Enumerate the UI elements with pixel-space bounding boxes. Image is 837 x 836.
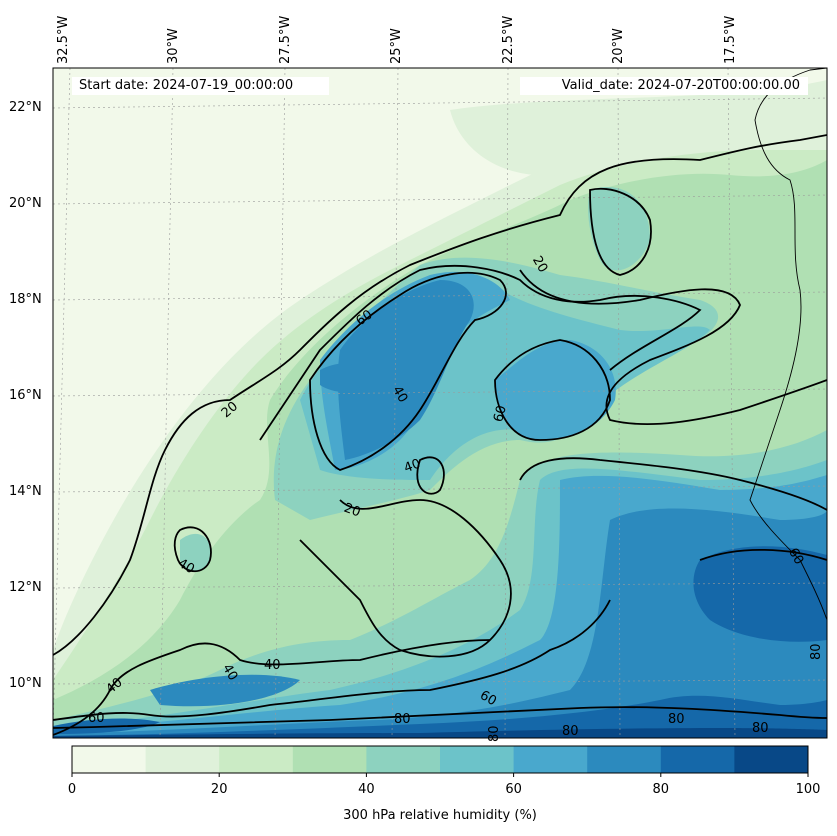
lat-label-16n: 16°N — [9, 388, 42, 403]
contour-label: 60 — [88, 711, 105, 726]
colorbar — [72, 746, 809, 773]
rh-fill-70-80-b — [320, 363, 365, 392]
lat-label-14n: 14°N — [9, 484, 42, 499]
colorbar-tick-label: 100 — [796, 782, 821, 797]
contour-label: 40 — [219, 662, 240, 684]
rh-fill-60-70-b — [495, 340, 616, 440]
contour-label: 60 — [477, 688, 499, 709]
contour-label: 40 — [389, 384, 410, 406]
rh-fill-40-50-d — [180, 533, 211, 572]
lat-label-20n: 20°N — [9, 196, 42, 211]
contour-40-c — [53, 639, 491, 736]
contour-40-e — [589, 187, 652, 276]
contour-label: 80 — [562, 724, 579, 739]
contour-label: 80 — [752, 721, 769, 736]
contour-label: 40 — [175, 556, 197, 577]
contour-labels: 20 60 40 60 20 40 40 20 40 40 40 60 60 8… — [88, 254, 824, 742]
lat-label-22n: 22°N — [9, 100, 42, 115]
contour-label: 60 — [491, 404, 510, 424]
lon-label-22-5w: 22.5°W — [501, 16, 516, 64]
contour-label: 40 — [402, 456, 423, 476]
contour-20 — [53, 134, 827, 656]
rh-fill-40-50-c — [588, 187, 650, 271]
colorbar-tick-label: 40 — [358, 782, 375, 797]
contour-60-c — [53, 599, 611, 721]
contour-label: 40 — [264, 658, 281, 673]
contour-label: 80 — [668, 712, 685, 727]
lat-label-10n: 10°N — [9, 676, 42, 691]
colorbar-ticks: 0 20 40 60 80 100 — [68, 773, 821, 797]
colorbar-frame — [71, 745, 809, 774]
lon-label-30w: 30°W — [166, 28, 181, 64]
rh-fill-80-90-b — [693, 546, 827, 642]
lat-label-18n: 18°N — [9, 292, 42, 307]
contour-40-d — [416, 456, 445, 495]
lat-label-12n: 12°N — [9, 580, 42, 595]
rh-fill-70-80 — [337, 280, 474, 460]
colorbar-swatch — [587, 746, 662, 773]
longitude-labels: 32.5°W 30°W 27.5°W 25°W 22.5°W 20°W 17.5… — [56, 16, 738, 64]
map-frame — [52, 67, 828, 739]
colorbar-tick-label: 0 — [68, 782, 76, 797]
rh-fill-90-100 — [53, 728, 827, 738]
rh-contours — [53, 134, 827, 736]
lon-label-32-5w: 32.5°W — [56, 16, 71, 64]
rh-fill-10-20-b — [450, 95, 760, 176]
contour-60-d — [519, 457, 827, 511]
colorbar-swatch — [145, 746, 220, 773]
contour-label: 80 — [487, 725, 502, 742]
contour-60 — [309, 271, 507, 471]
contour-label: 60 — [785, 546, 806, 568]
contour-label: 20 — [529, 254, 550, 276]
valid-date-label: Valid_date: 2024-07-20T00:00:00.00 — [520, 77, 808, 95]
start-date-label: Start date: 2024-07-19_00:00:00 — [72, 77, 329, 95]
africa-coastline — [749, 68, 827, 621]
contour-20-c — [299, 499, 512, 658]
lon-label-25w: 25°W — [389, 28, 404, 64]
colorbar-tick-label: 20 — [211, 782, 228, 797]
colorbar-tick-label: 80 — [653, 782, 670, 797]
colorbar-swatch — [292, 746, 367, 773]
colorbar-title: 300 hPa relative humidity (%) — [343, 808, 537, 823]
contour-80-b — [699, 548, 827, 561]
contour-80 — [53, 706, 827, 729]
colorbar-swatch — [72, 746, 147, 773]
map-gridlines — [53, 68, 827, 738]
contour-label: 80 — [809, 643, 824, 660]
lon-label-20w: 20°W — [611, 28, 626, 64]
latitude-labels: 22°N 20°N 18°N 16°N 14°N 12°N 10°N — [9, 100, 42, 691]
lon-label-17-5w: 17.5°W — [723, 16, 738, 64]
colorbar-swatch — [440, 746, 515, 773]
colorbar-swatch — [734, 746, 809, 773]
colorbar-swatch — [660, 746, 735, 773]
contour-40 — [259, 264, 702, 441]
lon-label-27-5w: 27.5°W — [278, 16, 293, 64]
colorbar-swatch — [513, 746, 588, 773]
colorbar-tick-label: 60 — [505, 782, 522, 797]
contour-label: 20 — [342, 501, 363, 521]
rh-fill-70-80-d — [150, 674, 300, 707]
colorbar-swatch — [366, 746, 441, 773]
map-field — [53, 68, 827, 738]
contour-40-b — [173, 526, 212, 573]
rh-fill-70-80-c — [53, 508, 827, 738]
contour-60-b — [494, 339, 611, 441]
contour-label: 80 — [394, 712, 411, 727]
contour-20-b — [519, 269, 827, 425]
colorbar-swatch — [219, 746, 294, 773]
